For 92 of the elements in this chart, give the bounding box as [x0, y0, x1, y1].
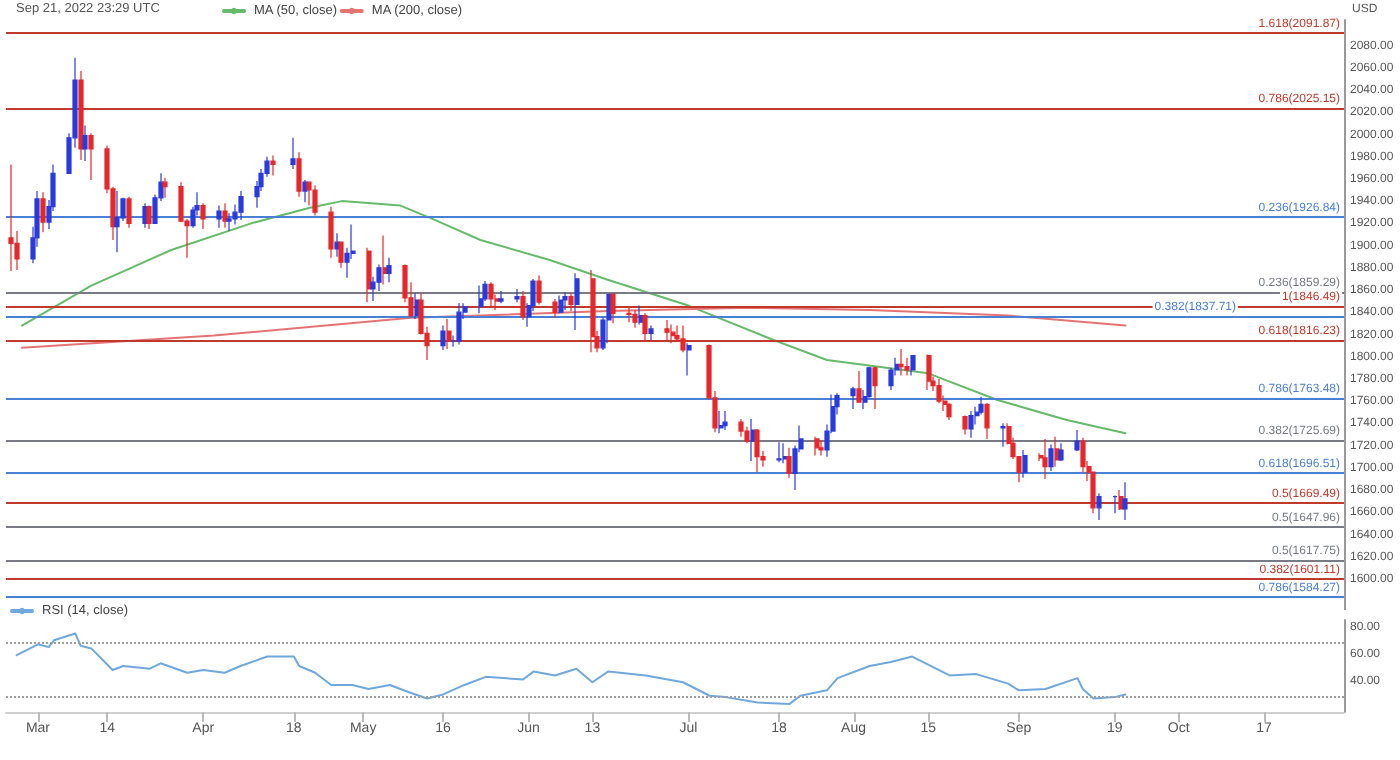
- candlestick: [386, 257, 392, 283]
- candlestick: [910, 354, 916, 377]
- candlestick: [568, 292, 574, 312]
- candlestick: [302, 179, 308, 203]
- candlestick: [558, 294, 564, 314]
- candlestick: [296, 151, 302, 198]
- candlestick: [126, 196, 132, 229]
- candlestick: [968, 410, 974, 439]
- candlestick: [814, 436, 820, 457]
- candlestick: [382, 234, 388, 286]
- candlestick: [574, 272, 580, 331]
- candlestick: [718, 410, 724, 434]
- candlestick: [776, 441, 782, 463]
- line-series: [20, 200, 1127, 435]
- candlestick: [648, 324, 654, 341]
- candlestick: [520, 290, 526, 321]
- candlestick: [782, 442, 788, 464]
- candlestick: [1122, 481, 1128, 521]
- candlestick: [1096, 492, 1102, 521]
- candlestick: [338, 241, 344, 269]
- candlestick: [40, 191, 46, 233]
- candlestick: [334, 232, 340, 258]
- candlestick: [642, 312, 648, 341]
- candlestick: [366, 247, 372, 303]
- candlestick: [744, 426, 750, 444]
- candlestick: [1042, 438, 1048, 480]
- candlestick: [722, 410, 728, 431]
- candlestick: [88, 132, 94, 181]
- candlestick: [962, 414, 968, 436]
- candlestick: [8, 163, 14, 272]
- candlestick: [456, 302, 462, 346]
- candlestick: [200, 202, 206, 230]
- candlestick: [680, 324, 686, 353]
- candlestick: [1048, 443, 1054, 472]
- line-series: [20, 306, 1127, 349]
- candlestick: [904, 357, 910, 377]
- candlestick: [1118, 489, 1124, 511]
- candlestick: [82, 124, 88, 162]
- candlestick: [270, 154, 276, 177]
- candlestick: [818, 439, 824, 457]
- candlestick: [222, 202, 228, 229]
- candlestick: [664, 319, 670, 341]
- candlestick: [328, 206, 334, 259]
- candlestick: [872, 366, 878, 410]
- candlestick: [750, 418, 756, 462]
- candlestick: [488, 281, 494, 308]
- candlestick: [536, 274, 542, 306]
- candlestick: [1058, 442, 1064, 462]
- candlestick: [946, 402, 952, 421]
- candlestick: [312, 184, 318, 217]
- candlestick: [898, 348, 904, 377]
- candlestick: [440, 324, 446, 351]
- candlestick: [142, 202, 148, 229]
- candlestick: [610, 292, 616, 324]
- candlestick: [498, 290, 504, 304]
- candlestick: [936, 378, 942, 404]
- candlestick: [552, 298, 558, 319]
- candlestick: [216, 204, 222, 229]
- candlestick: [290, 137, 296, 170]
- candlestick: [632, 309, 638, 329]
- candlestick: [1000, 422, 1006, 448]
- candlestick: [606, 293, 612, 344]
- candlestick: [978, 396, 984, 416]
- candlestick: [670, 323, 676, 344]
- candlestick: [1074, 429, 1080, 452]
- candlestick: [926, 353, 932, 391]
- candlestick: [414, 292, 420, 320]
- candlestick: [446, 318, 452, 350]
- candlestick: [1080, 437, 1086, 473]
- candlestick: [626, 306, 632, 323]
- line-series: [15, 632, 1127, 705]
- candlestick: [1054, 436, 1060, 468]
- candlestick: [114, 190, 120, 253]
- candlestick: [638, 304, 644, 326]
- candlestick: [478, 284, 484, 314]
- candlestick: [226, 212, 232, 232]
- candlestick: [856, 370, 862, 403]
- candlestick: [984, 402, 990, 440]
- candlestick: [562, 291, 568, 311]
- candlestick: [754, 428, 760, 473]
- candlestick: [514, 288, 520, 303]
- candlestick: [146, 204, 152, 230]
- candlestick: [686, 342, 692, 377]
- candlestick: [850, 386, 856, 410]
- candlestick: [590, 269, 596, 353]
- candlestick: [238, 190, 244, 221]
- candlestick: [738, 418, 744, 438]
- candlestick: [786, 447, 792, 479]
- candlestick: [162, 177, 168, 199]
- candlestick: [1022, 449, 1028, 479]
- candlestick: [1112, 494, 1118, 514]
- candlestick: [78, 70, 84, 161]
